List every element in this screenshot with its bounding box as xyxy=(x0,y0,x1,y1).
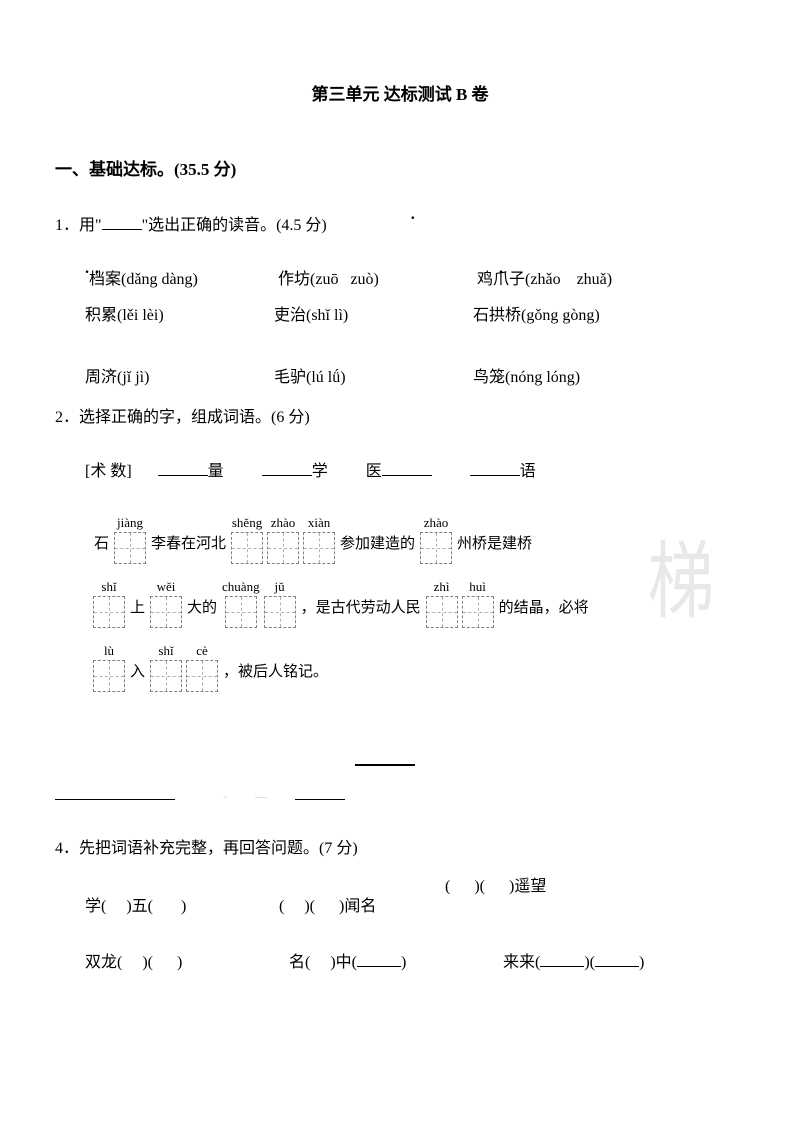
artifact-bar xyxy=(355,764,415,766)
q4-text: 先把词语补充完整，再回答问题。(7 分) xyxy=(79,840,358,857)
q1-r3-c: 鸟笼(nóng lóng) xyxy=(473,362,580,394)
q4-r2-c: 来来()() xyxy=(503,947,644,979)
artifact-dash: — xyxy=(255,789,267,803)
q1-r2-b: 吏治(shǐ lì) xyxy=(274,300,469,332)
pinyin: wěi xyxy=(157,580,176,594)
char-box: jiàng xyxy=(114,516,146,564)
pinyin: shěng xyxy=(232,516,262,530)
artifact-row xyxy=(355,756,745,774)
q1-r1-a: 档档案(dǎng dàng)案(dǎng dàng) xyxy=(89,264,274,296)
diagram-line-1: 石 jiàng 李春在河北 shěng zhào xiàn 参加建造的 zhào… xyxy=(91,516,719,564)
char-box: zhì xyxy=(426,580,458,628)
blank xyxy=(470,460,520,476)
pinyin: huì xyxy=(469,580,486,594)
d1-t1: 石 xyxy=(91,528,112,564)
q1-r2-c: 石拱桥(gǒng gòng) xyxy=(473,300,600,332)
diagram-line-2: shǐ 上 wěi 大的 chuàng jǔ ，是古代劳动人民 zhì huì … xyxy=(91,580,719,628)
pinyin-diagram: 梯 石 jiàng 李春在河北 shěng zhào xiàn 参加建造的 zh… xyxy=(85,506,725,706)
char-box: lù xyxy=(93,644,125,692)
pinyin: cè xyxy=(196,644,208,658)
char-box: chuàng xyxy=(222,580,260,628)
blank xyxy=(102,214,142,230)
d2-t3: ，是古代劳动人民 xyxy=(298,592,424,628)
q4-r1-a: 学( )五( ) xyxy=(85,891,275,923)
section-heading: 一、基础达标。(35.5 分) xyxy=(55,155,745,180)
d1-t2: 李春在河北 xyxy=(148,528,229,564)
q2-b3: 医 xyxy=(366,463,382,480)
q2-choices: [术 数] 量 学 医 语 xyxy=(55,456,745,488)
artifact-line xyxy=(55,784,175,800)
q2-num: 2． xyxy=(55,409,79,426)
q2-b2: 学 xyxy=(312,463,328,480)
d3-t2: ，被后人铭记。 xyxy=(220,656,331,692)
pinyin: zhì xyxy=(434,580,450,594)
d2-t2: 大的 xyxy=(184,592,220,628)
q2-b1: 量 xyxy=(208,463,224,480)
q4-r2-a: 双龙( )( ) xyxy=(85,947,285,979)
diagram-line-3: lù 入 shǐ cè ，被后人铭记。 xyxy=(91,644,719,692)
q4-r1-b: ( )( )闻名 xyxy=(279,891,449,923)
char-box: shěng xyxy=(231,516,263,564)
char-box: zhào xyxy=(420,516,452,564)
char-box: huì xyxy=(462,580,494,628)
pinyin: zhào xyxy=(271,516,296,530)
q2-prompt: 2．选择正确的字，组成词语。(6 分) xyxy=(55,402,745,434)
q4-row2: 双龙( )( ) 名( )中() 来来()() xyxy=(55,947,745,979)
d3-t1: 入 xyxy=(127,656,148,692)
pinyin: chuàng xyxy=(222,580,260,594)
d1-t4: 州桥是建桥 xyxy=(454,528,535,564)
char-box: xiàn xyxy=(303,516,335,564)
d2-t1: 上 xyxy=(127,592,148,628)
q4-r1-c-top: ( )( )遥望 xyxy=(445,871,546,903)
q1-r2-a: 积累(lěi lèi) xyxy=(85,300,270,332)
artifact-dash: - xyxy=(223,789,227,803)
char-box: shǐ xyxy=(150,644,182,692)
q1-r1-c: 鸡爪子(zhǎo zhuǎ) xyxy=(477,264,612,296)
pinyin: jiàng xyxy=(117,516,143,530)
q2-bracket: [术 数] xyxy=(85,463,132,480)
q1-prompt: 1．用" "选出正确的读音。(4.5 分) xyxy=(55,210,745,242)
char-box: jǔ xyxy=(264,580,296,628)
char-box: shǐ xyxy=(93,580,125,628)
q1-r3-a: 周济(jǐ jì) xyxy=(85,362,270,394)
blank xyxy=(382,460,432,476)
q1-text-a: 用" xyxy=(79,217,102,234)
q1-r1-b: 作坊(zuō zuò) xyxy=(278,264,473,296)
pinyin: lù xyxy=(104,644,114,658)
q2-text: 选择正确的字，组成词语。(6 分) xyxy=(79,409,310,426)
q1-r3-b: 毛驴(lú lǘ) xyxy=(274,362,469,394)
q1-text-b: "选出正确的读音。(4.5 分) xyxy=(142,217,327,234)
pinyin: xiàn xyxy=(308,516,330,530)
q1-row3: 周济(jǐ jì) 毛驴(lú lǘ) 鸟笼(nóng lóng) xyxy=(55,362,745,394)
blank xyxy=(158,460,208,476)
q4-prompt: 4．先把词语补充完整，再回答问题。(7 分) xyxy=(55,833,745,865)
char-box: zhào xyxy=(267,516,299,564)
page-title: 第三单元 达标测试 B 卷 xyxy=(55,80,745,105)
blank xyxy=(262,460,312,476)
artifact-line xyxy=(295,784,345,800)
d1-t3: 参加建造的 xyxy=(337,528,418,564)
pinyin: shǐ xyxy=(158,644,173,658)
pinyin: jǔ xyxy=(275,580,285,594)
pinyin: zhào xyxy=(424,516,449,530)
q1-num: 1． xyxy=(55,217,79,234)
q4-r2-b: 名( )中() xyxy=(289,947,499,979)
q4-num: 4． xyxy=(55,840,79,857)
dot-marker xyxy=(411,217,415,234)
pinyin: shǐ xyxy=(101,580,116,594)
q1-row1: 档档案(dǎng dàng)案(dǎng dàng) 作坊(zuō zuò) 鸡… xyxy=(55,264,745,296)
q4-row1: ( )( )遥望 学( )五( ) ( )( )闻名 xyxy=(55,891,745,923)
q2-b4: 语 xyxy=(520,463,536,480)
char-box: wěi xyxy=(150,580,182,628)
q1-row2: 积累(lěi lèi) 吏治(shǐ lì) 石拱桥(gǒng gòng) xyxy=(55,300,745,332)
d2-t4: 的结晶，必将 xyxy=(496,592,592,628)
artifact-row2: - — xyxy=(55,784,745,805)
char-box: cè xyxy=(186,644,218,692)
